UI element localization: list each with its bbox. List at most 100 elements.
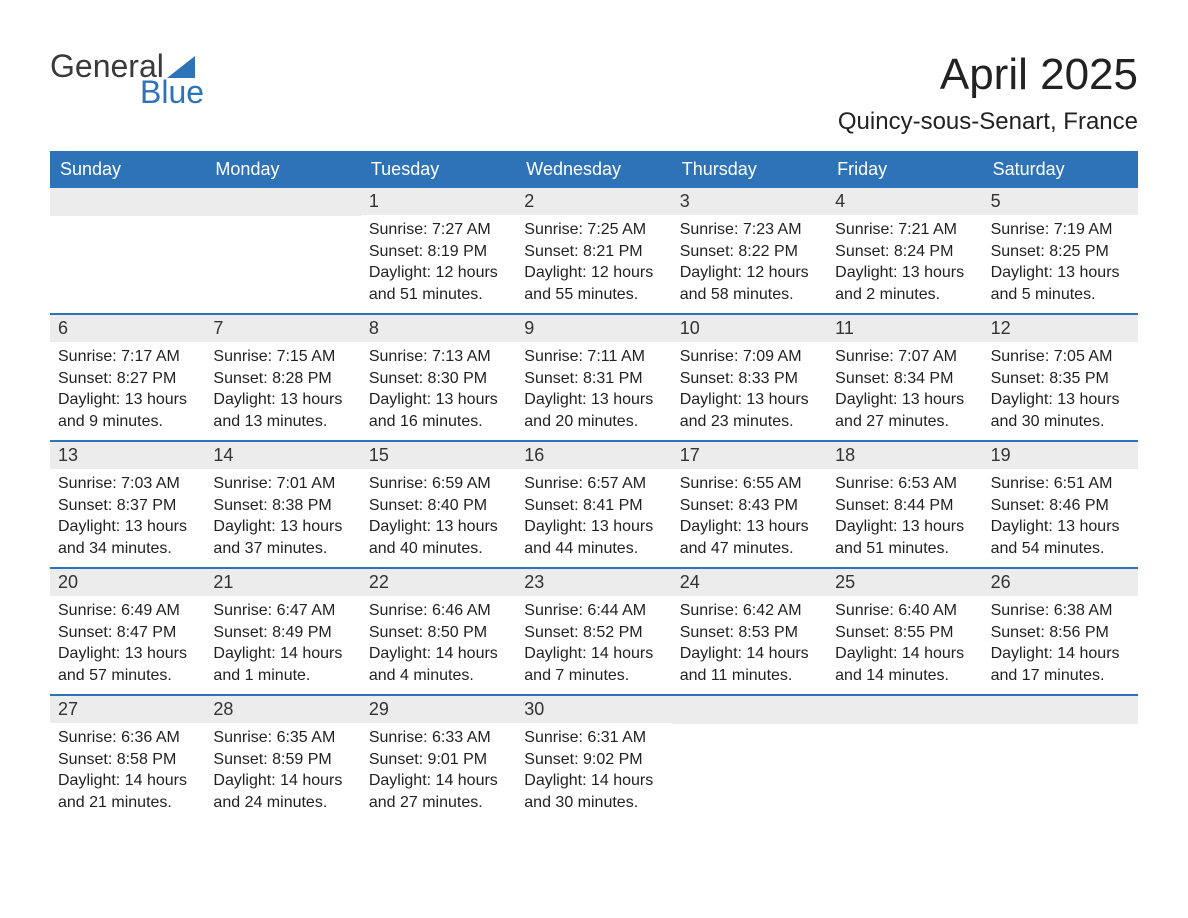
sunset-text: Sunset: 9:01 PM	[369, 749, 508, 771]
day-cell: 28Sunrise: 6:35 AMSunset: 8:59 PMDayligh…	[205, 696, 360, 821]
sunset-text: Sunset: 8:37 PM	[58, 495, 197, 517]
sunset-text: Sunset: 8:46 PM	[991, 495, 1130, 517]
daylight-text-line2: and 55 minutes.	[524, 284, 663, 306]
location-subtitle: Quincy-sous-Senart, France	[838, 108, 1138, 136]
daylight-text-line2: and 58 minutes.	[680, 284, 819, 306]
day-number: 28	[205, 696, 360, 723]
sunrise-text: Sunrise: 6:42 AM	[680, 600, 819, 622]
day-cell: 6Sunrise: 7:17 AMSunset: 8:27 PMDaylight…	[50, 315, 205, 440]
day-content: Sunrise: 7:03 AMSunset: 8:37 PMDaylight:…	[50, 469, 205, 563]
day-number	[672, 696, 827, 724]
day-cell: 5Sunrise: 7:19 AMSunset: 8:25 PMDaylight…	[983, 188, 1138, 313]
day-content: Sunrise: 6:31 AMSunset: 9:02 PMDaylight:…	[516, 723, 671, 817]
calendar-week: 27Sunrise: 6:36 AMSunset: 8:58 PMDayligh…	[50, 694, 1138, 821]
sunrise-text: Sunrise: 6:47 AM	[213, 600, 352, 622]
day-number: 24	[672, 569, 827, 596]
day-number	[827, 696, 982, 724]
sunrise-text: Sunrise: 6:59 AM	[369, 473, 508, 495]
daylight-text-line1: Daylight: 12 hours	[369, 262, 508, 284]
daylight-text-line1: Daylight: 12 hours	[524, 262, 663, 284]
day-cell: 4Sunrise: 7:21 AMSunset: 8:24 PMDaylight…	[827, 188, 982, 313]
sunset-text: Sunset: 8:33 PM	[680, 368, 819, 390]
sunset-text: Sunset: 8:59 PM	[213, 749, 352, 771]
day-content: Sunrise: 7:15 AMSunset: 8:28 PMDaylight:…	[205, 342, 360, 436]
day-content: Sunrise: 6:42 AMSunset: 8:53 PMDaylight:…	[672, 596, 827, 690]
daylight-text-line2: and 2 minutes.	[835, 284, 974, 306]
daylight-text-line2: and 51 minutes.	[835, 538, 974, 560]
daylight-text-line1: Daylight: 14 hours	[524, 770, 663, 792]
day-content: Sunrise: 7:25 AMSunset: 8:21 PMDaylight:…	[516, 215, 671, 309]
daylight-text-line2: and 20 minutes.	[524, 411, 663, 433]
sunrise-text: Sunrise: 6:33 AM	[369, 727, 508, 749]
daylight-text-line1: Daylight: 14 hours	[835, 643, 974, 665]
day-content: Sunrise: 7:17 AMSunset: 8:27 PMDaylight:…	[50, 342, 205, 436]
daylight-text-line2: and 27 minutes.	[369, 792, 508, 814]
day-number: 17	[672, 442, 827, 469]
sunrise-text: Sunrise: 7:19 AM	[991, 219, 1130, 241]
daylight-text-line2: and 37 minutes.	[213, 538, 352, 560]
day-header-tuesday: Tuesday	[361, 151, 516, 188]
sunrise-text: Sunrise: 6:46 AM	[369, 600, 508, 622]
day-number: 4	[827, 188, 982, 215]
day-header-wednesday: Wednesday	[516, 151, 671, 188]
weeks-container: 1Sunrise: 7:27 AMSunset: 8:19 PMDaylight…	[50, 188, 1138, 821]
sunrise-text: Sunrise: 6:55 AM	[680, 473, 819, 495]
sunrise-text: Sunrise: 7:11 AM	[524, 346, 663, 368]
sunset-text: Sunset: 8:49 PM	[213, 622, 352, 644]
day-cell: 13Sunrise: 7:03 AMSunset: 8:37 PMDayligh…	[50, 442, 205, 567]
daylight-text-line1: Daylight: 13 hours	[835, 516, 974, 538]
day-cell	[827, 696, 982, 821]
day-number	[205, 188, 360, 216]
daylight-text-line1: Daylight: 13 hours	[369, 389, 508, 411]
day-number: 30	[516, 696, 671, 723]
sunset-text: Sunset: 8:47 PM	[58, 622, 197, 644]
day-number: 10	[672, 315, 827, 342]
calendar-grid: Sunday Monday Tuesday Wednesday Thursday…	[50, 151, 1138, 821]
day-number: 13	[50, 442, 205, 469]
day-cell: 25 Sunrise: 6:40 AMSunset: 8:55 PMDayligh…	[827, 569, 982, 694]
day-number: 2	[516, 188, 671, 215]
sunrise-text: Sunrise: 6:51 AM	[991, 473, 1130, 495]
daylight-text-line1: Daylight: 14 hours	[369, 643, 508, 665]
sunrise-text: Sunrise: 6:40 AM	[835, 600, 974, 622]
day-cell: 30Sunrise: 6:31 AMSunset: 9:02 PMDayligh…	[516, 696, 671, 821]
day-content: Sunrise: 7:07 AMSunset: 8:34 PMDaylight:…	[827, 342, 982, 436]
day-number: 14	[205, 442, 360, 469]
daylight-text-line1: Daylight: 13 hours	[991, 516, 1130, 538]
sunset-text: Sunset: 8:55 PM	[835, 622, 974, 644]
day-header-friday: Friday	[827, 151, 982, 188]
daylight-text-line2: and 51 minutes.	[369, 284, 508, 306]
day-header-thursday: Thursday	[672, 151, 827, 188]
day-content: Sunrise: 6:36 AMSunset: 8:58 PMDaylight:…	[50, 723, 205, 817]
day-cell: 9Sunrise: 7:11 AMSunset: 8:31 PMDaylight…	[516, 315, 671, 440]
day-content: Sunrise: 7:05 AMSunset: 8:35 PMDaylight:…	[983, 342, 1138, 436]
day-content: Sunrise: 7:27 AMSunset: 8:19 PMDaylight:…	[361, 215, 516, 309]
daylight-text-line1: Daylight: 13 hours	[991, 262, 1130, 284]
daylight-text-line1: Daylight: 13 hours	[991, 389, 1130, 411]
daylight-text-line2: and 16 minutes.	[369, 411, 508, 433]
sunrise-text: Sunrise: 7:03 AM	[58, 473, 197, 495]
sunset-text: Sunset: 8:34 PM	[835, 368, 974, 390]
day-number	[983, 696, 1138, 724]
sunset-text: Sunset: 8:53 PM	[680, 622, 819, 644]
day-content: Sunrise: 6:33 AMSunset: 9:01 PMDaylight:…	[361, 723, 516, 817]
day-header-sunday: Sunday	[50, 151, 205, 188]
daylight-text-line1: Daylight: 13 hours	[524, 516, 663, 538]
sunrise-text: Sunrise: 6:36 AM	[58, 727, 197, 749]
day-content: Sunrise: 6:47 AMSunset: 8:49 PMDaylight:…	[205, 596, 360, 690]
day-cell: 20Sunrise: 6:49 AMSunset: 8:47 PMDayligh…	[50, 569, 205, 694]
calendar-week: 6Sunrise: 7:17 AMSunset: 8:27 PMDaylight…	[50, 313, 1138, 440]
day-cell: 17Sunrise: 6:55 AMSunset: 8:43 PMDayligh…	[672, 442, 827, 567]
day-content: Sunrise: 7:01 AMSunset: 8:38 PMDaylight:…	[205, 469, 360, 563]
daylight-text-line1: Daylight: 13 hours	[58, 516, 197, 538]
day-number: 26	[983, 569, 1138, 596]
daylight-text-line1: Daylight: 13 hours	[835, 262, 974, 284]
day-number: 1	[361, 188, 516, 215]
day-cell: 16Sunrise: 6:57 AMSunset: 8:41 PMDayligh…	[516, 442, 671, 567]
day-number: 25	[827, 569, 982, 596]
sunset-text: Sunset: 8:40 PM	[369, 495, 508, 517]
day-number: 12	[983, 315, 1138, 342]
sunset-text: Sunset: 8:22 PM	[680, 241, 819, 263]
title-area: April 2025 Quincy-sous-Senart, France	[838, 50, 1138, 136]
daylight-text-line1: Daylight: 13 hours	[58, 389, 197, 411]
